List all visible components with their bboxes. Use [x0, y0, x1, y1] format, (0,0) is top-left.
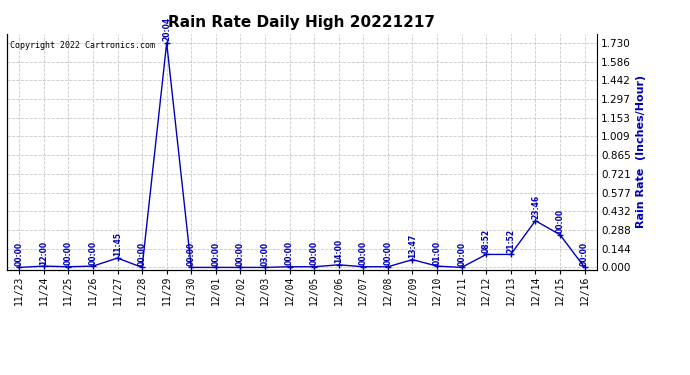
Text: 11:45: 11:45 [113, 232, 122, 256]
Text: 08:52: 08:52 [482, 229, 491, 253]
Text: 00:00: 00:00 [14, 242, 23, 266]
Text: 00:00: 00:00 [359, 241, 368, 265]
Text: 21:52: 21:52 [506, 229, 515, 253]
Text: 01:00: 01:00 [433, 240, 442, 264]
Text: 00:00: 00:00 [236, 242, 245, 266]
Text: 00:00: 00:00 [457, 242, 466, 266]
Text: 00:00: 00:00 [64, 241, 73, 265]
Text: 20:04: 20:04 [162, 17, 171, 41]
Text: 14:00: 14:00 [334, 239, 343, 263]
Text: 00:00: 00:00 [187, 242, 196, 266]
Text: 00:00: 00:00 [285, 241, 294, 265]
Text: 00:00: 00:00 [88, 240, 97, 264]
Text: 12:00: 12:00 [39, 240, 48, 264]
Text: 00:00: 00:00 [580, 242, 589, 266]
Y-axis label: Rain Rate  (Inches/Hour): Rain Rate (Inches/Hour) [636, 75, 647, 228]
Text: 03:00: 03:00 [261, 242, 270, 266]
Title: Rain Rate Daily High 20221217: Rain Rate Daily High 20221217 [168, 15, 435, 30]
Text: 00:00: 00:00 [555, 209, 564, 233]
Text: 00:00: 00:00 [137, 242, 146, 266]
Text: 00:00: 00:00 [310, 241, 319, 265]
Text: 00:00: 00:00 [211, 242, 220, 266]
Text: 00:00: 00:00 [384, 241, 393, 265]
Text: 23:46: 23:46 [531, 195, 540, 219]
Text: Copyright 2022 Cartronics.com: Copyright 2022 Cartronics.com [10, 41, 155, 50]
Text: 13:47: 13:47 [408, 234, 417, 258]
